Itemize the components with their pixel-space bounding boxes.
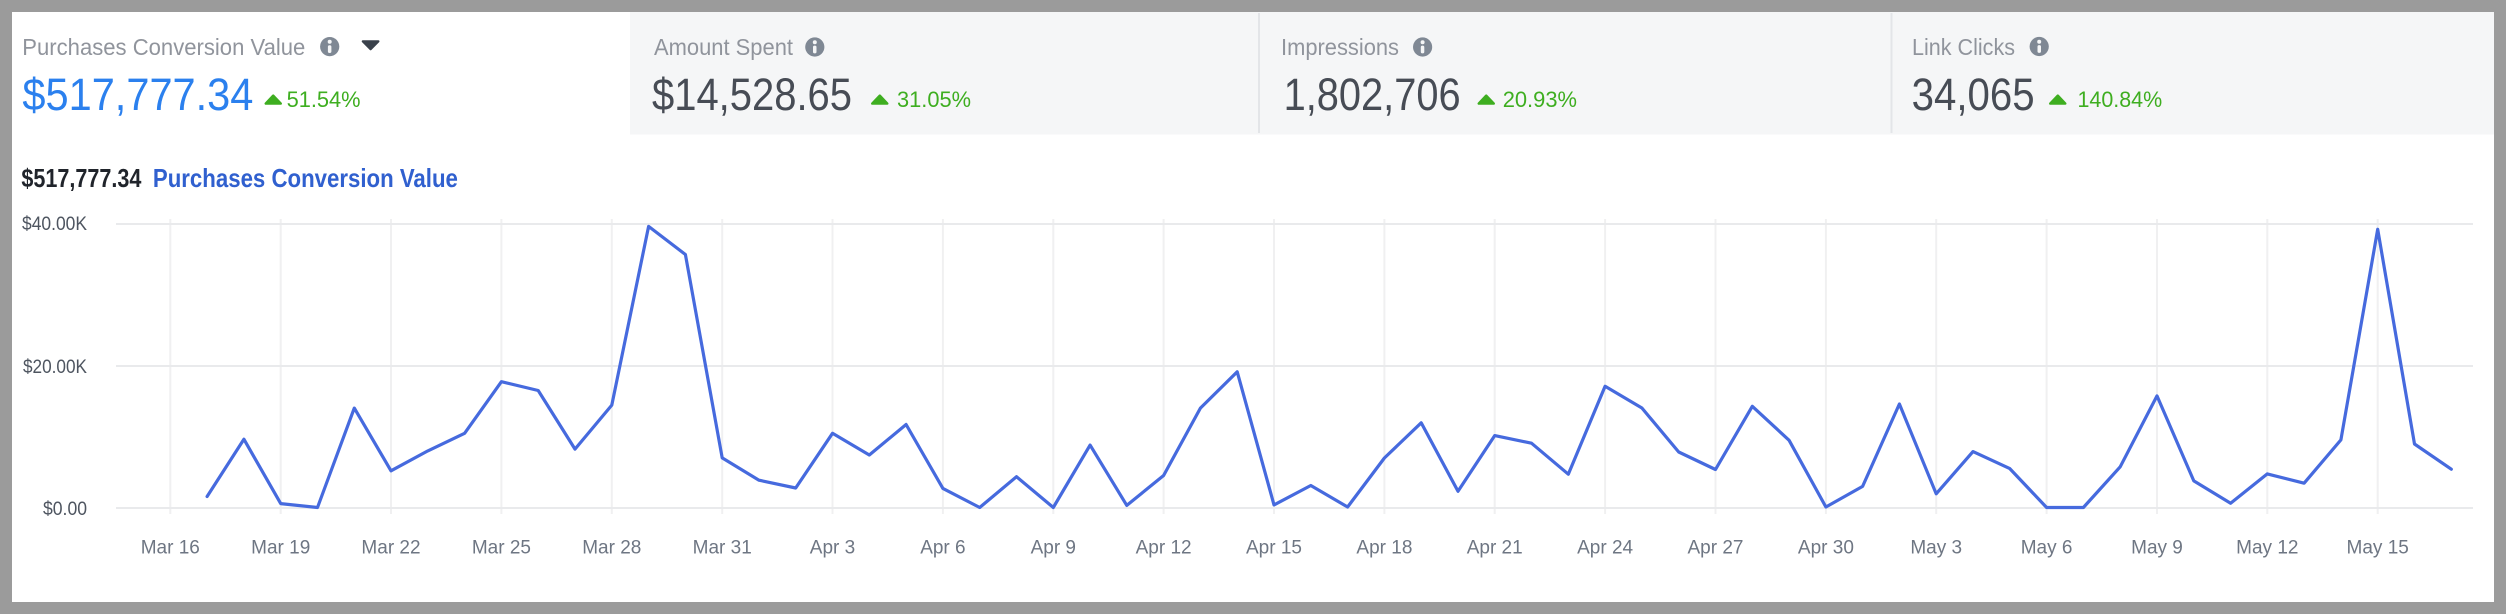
svg-text:$517,777.34: $517,777.34: [22, 69, 253, 120]
svg-text:1,802,706: 1,802,706: [1284, 69, 1461, 120]
svg-text:$517,777.34: $517,777.34: [21, 163, 141, 193]
svg-text:Apr 6: Apr 6: [920, 538, 965, 559]
svg-text:Purchases Conversion Value: Purchases Conversion Value: [153, 163, 458, 193]
svg-text:Mar 16: Mar 16: [141, 538, 200, 559]
svg-text:May 6: May 6: [2021, 538, 2073, 559]
svg-text:Mar 19: Mar 19: [251, 538, 310, 559]
svg-text:Apr 27: Apr 27: [1688, 538, 1744, 559]
svg-text:May 15: May 15: [2347, 538, 2409, 559]
svg-text:May 9: May 9: [2131, 538, 2183, 559]
svg-text:31.05%: 31.05%: [897, 87, 971, 112]
svg-text:May 12: May 12: [2236, 538, 2298, 559]
svg-text:Amount Spent: Amount Spent: [654, 34, 794, 60]
svg-text:$20.00K: $20.00K: [23, 357, 87, 378]
svg-text:May 3: May 3: [1910, 538, 1962, 559]
svg-text:Apr 30: Apr 30: [1798, 538, 1854, 559]
svg-text:Apr 12: Apr 12: [1136, 538, 1192, 559]
svg-text:Apr 21: Apr 21: [1467, 538, 1523, 559]
svg-text:Mar 25: Mar 25: [472, 538, 531, 559]
svg-text:Link Clicks: Link Clicks: [1912, 34, 2015, 60]
svg-text:Apr 9: Apr 9: [1031, 538, 1076, 559]
svg-text:Apr 15: Apr 15: [1246, 538, 1302, 559]
svg-text:51.54%: 51.54%: [287, 87, 361, 112]
svg-text:$40.00K: $40.00K: [22, 214, 87, 235]
svg-text:34,065: 34,065: [1912, 69, 2035, 120]
svg-text:20.93%: 20.93%: [1503, 87, 1577, 112]
svg-text:Apr 24: Apr 24: [1577, 538, 1633, 559]
svg-text:Apr 18: Apr 18: [1356, 538, 1412, 559]
svg-text:Mar 31: Mar 31: [693, 538, 752, 559]
svg-text:Apr 3: Apr 3: [810, 538, 855, 559]
svg-text:Mar 28: Mar 28: [582, 538, 641, 559]
svg-text:$0.00: $0.00: [43, 499, 87, 520]
svg-text:Purchases Conversion Value: Purchases Conversion Value: [22, 34, 305, 60]
svg-text:$14,528.65: $14,528.65: [652, 69, 852, 120]
svg-text:Mar 22: Mar 22: [361, 538, 420, 559]
svg-text:140.84%: 140.84%: [2078, 87, 2163, 112]
svg-text:Impressions: Impressions: [1281, 34, 1399, 60]
